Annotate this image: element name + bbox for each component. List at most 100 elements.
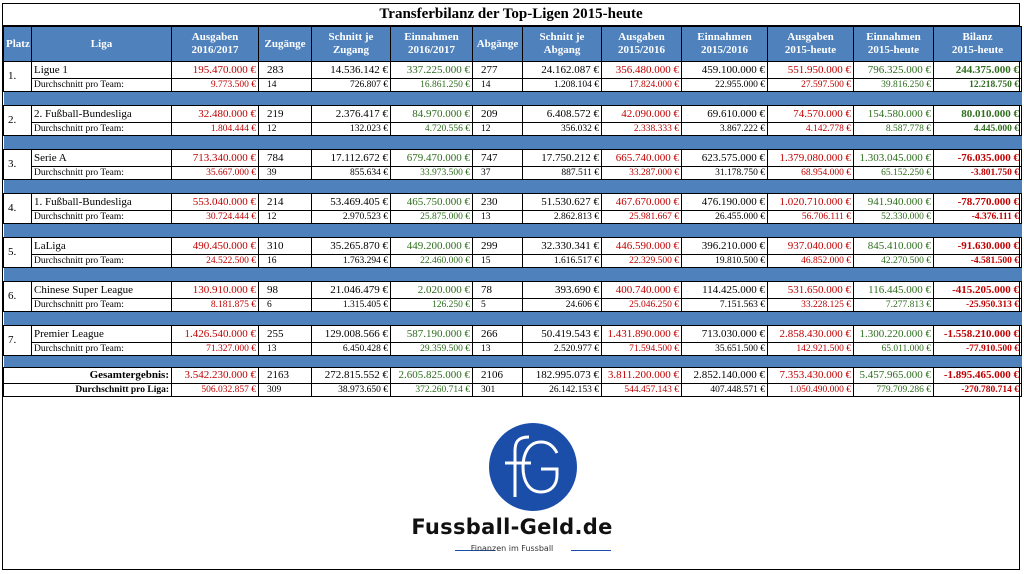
value-cell: 465.750.000 € bbox=[390, 193, 473, 211]
column-header-ausgaben-1516: Ausgaben 2015/2016 bbox=[601, 26, 682, 62]
transfer-table: Platz Liga Ausgaben 2016/2017 Zugänge Schnitt… bbox=[3, 26, 1022, 397]
league-name-cell: Chinese Super League bbox=[31, 281, 172, 299]
value-cell: 490.450.000 € bbox=[171, 237, 259, 255]
header-text-line: Einnahmen bbox=[866, 31, 921, 43]
column-header-schnitt-abgang: Schnitt je Abgang bbox=[522, 26, 602, 62]
average-value-cell: 29.359.500 € bbox=[390, 342, 473, 356]
rank-cell: 2. bbox=[3, 105, 32, 136]
separator-cell bbox=[3, 311, 1022, 326]
average-league-value-cell: 26.142.153 € bbox=[522, 383, 602, 397]
rank-cell: 4. bbox=[3, 193, 32, 224]
header-text-line: Bilanz bbox=[962, 31, 993, 43]
average-value-cell: 8.587.778 € bbox=[853, 122, 934, 136]
value-cell: 74.570.000 € bbox=[767, 105, 854, 123]
average-value-cell: 2.338.333 € bbox=[601, 122, 682, 136]
total-label: Gesamtergebnis: bbox=[3, 367, 172, 384]
average-league-value-cell: 309 bbox=[258, 383, 312, 397]
average-row: Durchschnitt pro Team: 8.181.875 €6 1.315.… bbox=[4, 298, 1022, 312]
header-text-line: Einnahmen bbox=[404, 31, 459, 43]
header-text-line: Einnahmen bbox=[697, 31, 752, 43]
average-label: Durchschnitt pro Team: bbox=[31, 342, 172, 356]
brand-tagline: Finanzen im Fussball bbox=[470, 544, 554, 553]
average-value-cell: 855.634 € bbox=[311, 166, 391, 180]
average-value-cell: 35.667.000 € bbox=[171, 166, 259, 180]
value-cell: 98 bbox=[258, 281, 312, 299]
average-row: Durchschnitt pro Team: 71.327.000 € 13 6.45… bbox=[4, 342, 1022, 356]
value-cell: 1.020.710.000 € bbox=[767, 193, 854, 211]
average-value-cell: 52.330.000 € bbox=[853, 210, 934, 224]
value-cell: 69.610.000 € bbox=[681, 105, 768, 123]
average-value-cell: 13 bbox=[472, 342, 523, 356]
separator-row bbox=[3, 267, 1022, 282]
average-value-cell: 1.763.294 € bbox=[311, 254, 391, 268]
average-value-cell: 1.315.405 € bbox=[311, 298, 391, 312]
average-value-cell: 1.804.444 € bbox=[171, 122, 259, 136]
average-value-cell: 25.046.250 € bbox=[601, 298, 682, 312]
value-cell: 679.470.000 € bbox=[390, 149, 473, 167]
value-cell: 845.410.000 € bbox=[853, 237, 934, 255]
average-value-cell: 6 bbox=[258, 298, 312, 312]
average-value-cell: 16 bbox=[258, 254, 312, 268]
table-row: 5. LaLiga 490.450.000 €310 35.265.870 €449.… bbox=[3, 237, 1022, 268]
average-value-cell: 71.327.000 € bbox=[171, 342, 259, 356]
bilanz-cell: -1.558.210.000 € bbox=[933, 325, 1022, 343]
column-header-einnahmen-heute: Einnahmen 2015-heute bbox=[853, 26, 934, 62]
average-value-cell: 7.151.563 € bbox=[681, 298, 768, 312]
average-value-cell: 68.954.000 € bbox=[767, 166, 854, 180]
transfer-table-sheet: Transferbilanz der Top-Ligen 2015-heute … bbox=[2, 3, 1022, 570]
average-value-cell: 3.867.222 € bbox=[681, 122, 768, 136]
value-cell: 21.046.479 € bbox=[311, 281, 391, 299]
total-value-cell: 2.605.825.000 € bbox=[390, 367, 473, 384]
average-value-cell: 5 bbox=[472, 298, 523, 312]
average-value-cell: 9.773.500 € bbox=[171, 78, 259, 92]
value-cell: 299 bbox=[472, 237, 523, 255]
average-per-league-label: Durchschnitt pro Liga: bbox=[3, 383, 172, 397]
header-text-line: 2016/2017 bbox=[191, 44, 239, 56]
average-value-cell: 6.450.428 € bbox=[311, 342, 391, 356]
table-row: 1. Ligue 1 195.470.000 €283 14.536.142 €337… bbox=[3, 61, 1022, 92]
average-league-value-cell: 301 bbox=[472, 383, 523, 397]
total-row: Gesamtergebnis: 3.542.230.000 €2163 272.81… bbox=[3, 367, 1022, 384]
average-league-value-cell: 38.973.650 € bbox=[311, 383, 391, 397]
value-cell: 230 bbox=[472, 193, 523, 211]
value-cell: 449.200.000 € bbox=[390, 237, 473, 255]
header-text-line: 2015/2016 bbox=[700, 44, 749, 56]
value-cell: 78 bbox=[472, 281, 523, 299]
average-value-cell: 56.706.111 € bbox=[767, 210, 854, 224]
average-value-cell: 19.810.500 € bbox=[681, 254, 768, 268]
tagline-rule-left bbox=[455, 550, 495, 551]
average-value-cell: 65.152.250 € bbox=[853, 166, 934, 180]
value-cell: 623.575.000 € bbox=[681, 149, 768, 167]
average-label: Durchschnitt pro Team: bbox=[31, 254, 172, 268]
table-row: 7. Premier League 1.426.540.000 €255 129.00… bbox=[3, 325, 1022, 356]
value-cell: 32.480.000 € bbox=[171, 105, 259, 123]
bilanz-cell: 244.375.000 € bbox=[933, 61, 1022, 79]
league-name-cell: 2. Fußball-Bundesliga bbox=[31, 105, 172, 123]
header-text-line: 2016/2017 bbox=[407, 44, 456, 56]
average-value-cell: 42.270.500 € bbox=[853, 254, 934, 268]
average-value-cell: 25.875.000 € bbox=[390, 210, 473, 224]
average-value-cell: 1.208.104 € bbox=[522, 78, 602, 92]
average-value-cell: 4.720.556 € bbox=[390, 122, 473, 136]
average-row: Durchschnitt pro Team: 24.522.500 €16 1.76… bbox=[4, 254, 1022, 268]
average-value-cell: 7.277.813 € bbox=[853, 298, 934, 312]
total-value-cell: 3.811.200.000 € bbox=[601, 367, 682, 384]
total-value-cell: 2.852.140.000 € bbox=[681, 367, 768, 384]
total-value-cell: 2106 bbox=[472, 367, 523, 384]
value-cell: 255 bbox=[258, 325, 312, 343]
average-value-cell: 31.178.750 € bbox=[681, 166, 768, 180]
bilanz-cell: -76.035.000 € bbox=[933, 149, 1022, 167]
average-value-cell: 4.142.778 € bbox=[767, 122, 854, 136]
header-text-line: Ausgaben bbox=[787, 31, 834, 43]
average-value-cell: 22.329.500 € bbox=[601, 254, 682, 268]
average-value-cell: 8.181.875 € bbox=[171, 298, 259, 312]
value-cell: 467.670.000 € bbox=[601, 193, 682, 211]
value-cell: 114.425.000 € bbox=[681, 281, 768, 299]
value-cell: 17.750.212 € bbox=[522, 149, 602, 167]
average-value-cell: 356.032 € bbox=[522, 122, 602, 136]
value-cell: 310 bbox=[258, 237, 312, 255]
table-row: 6. Chinese Super League 130.910.000 €98 21.… bbox=[3, 281, 1022, 312]
average-value-cell: 17.824.000 € bbox=[601, 78, 682, 92]
total-value-cell: 2163 bbox=[258, 367, 312, 384]
league-name-cell: Serie A bbox=[31, 149, 172, 167]
